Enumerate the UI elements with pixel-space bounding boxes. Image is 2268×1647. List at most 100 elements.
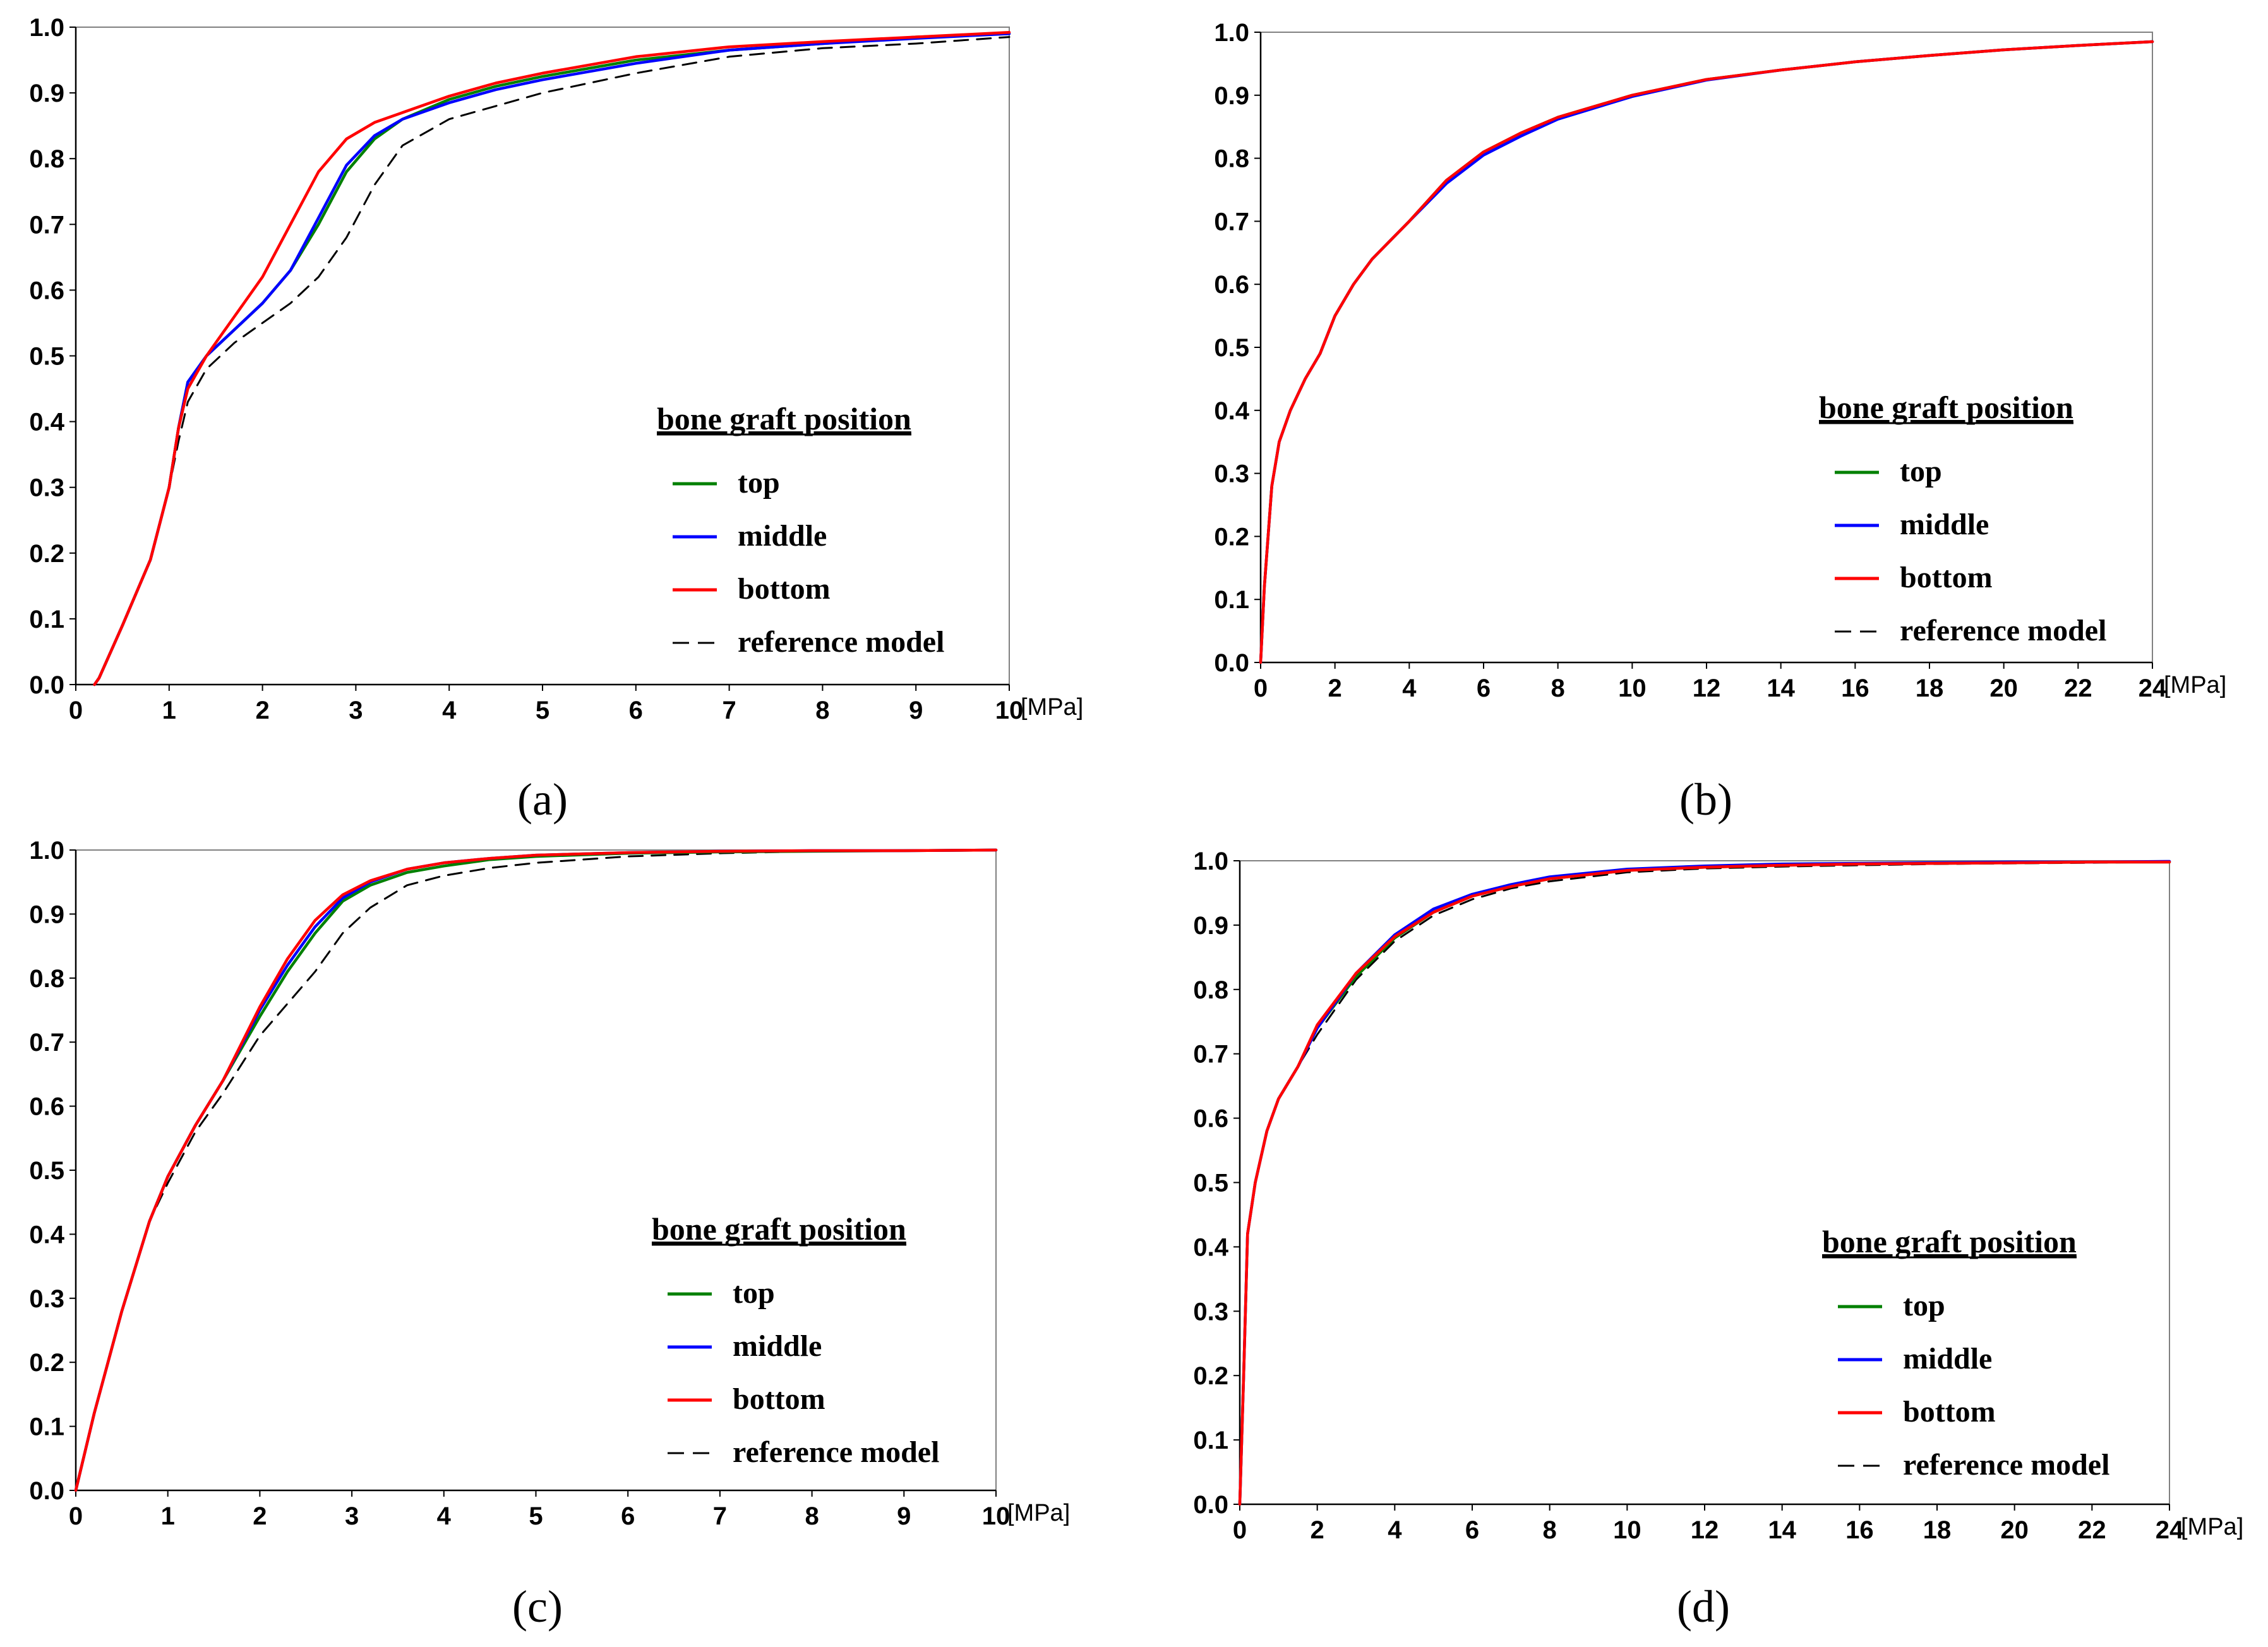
x-tick-label: 4 <box>437 1502 452 1530</box>
x-tick-label: 0 <box>1233 1516 1247 1544</box>
legend-label-middle: middle <box>738 519 827 553</box>
chart-panel-4: 0.00.10.20.30.40.50.60.70.80.91.00 2 4 6 8 10… <box>1193 847 2243 1632</box>
x-tick-label: 2 <box>255 697 269 724</box>
legend-label-reference-model: reference model <box>738 625 944 659</box>
y-tick-label: 0.7 <box>29 211 64 239</box>
x-tick-label: 0 <box>69 1502 83 1530</box>
y-tick-label: 0.5 <box>1193 1170 1228 1197</box>
y-tick-label: 0.0 <box>29 671 64 699</box>
x-tick-label: 8 <box>1551 674 1565 702</box>
y-tick-label: 0.8 <box>1193 976 1228 1004</box>
legend-label-top: top <box>1903 1289 1945 1322</box>
panel-caption: (a) <box>517 774 568 825</box>
legend-label-bottom: bottom <box>733 1382 825 1416</box>
x-tick-label: 22 <box>2064 674 2092 702</box>
legend: bone graft position top middle bottom refere… <box>1822 1224 2109 1482</box>
y-tick-label: 0.9 <box>29 80 64 107</box>
y-tick-label: 0.6 <box>1193 1105 1228 1133</box>
x-tick-label: 12 <box>1693 674 1721 702</box>
x-tick-label: 20 <box>1989 674 2018 702</box>
series-line-middle <box>1259 40 2154 664</box>
legend-title: bone graft position <box>1822 1224 2077 1259</box>
x-tick-label: 10 <box>982 1502 1011 1530</box>
x-tick-label: 2 <box>253 1502 267 1530</box>
legend-label-reference-model: reference model <box>733 1435 939 1469</box>
x-tick-label: 5 <box>529 1502 543 1530</box>
x-tick-label: 24 <box>2156 1516 2184 1544</box>
x-tick-label: 4 <box>1402 674 1417 702</box>
series-line-reference-model <box>1259 40 2154 664</box>
x-tick-label: 1 <box>161 1502 175 1530</box>
x-tick-label: 7 <box>713 1502 727 1530</box>
x-tick-label: 8 <box>805 1502 819 1530</box>
x-tick-label: 20 <box>2000 1516 2029 1544</box>
y-tick-label: 0.5 <box>29 1157 64 1185</box>
y-tick-label: 0.4 <box>1193 1233 1228 1261</box>
y-tick-label: 0.1 <box>1193 1427 1228 1454</box>
legend-label-bottom: bottom <box>1903 1395 1996 1428</box>
x-unit-label: [MPa] <box>2164 672 2226 698</box>
x-tick-label: 8 <box>1543 1516 1557 1544</box>
x-tick-label: 14 <box>1767 674 1795 702</box>
x-tick-label: 16 <box>1845 1516 1874 1544</box>
x-tick-label: 0 <box>1254 674 1268 702</box>
x-tick-label: 5 <box>536 697 549 724</box>
series-line-reference-model <box>75 849 997 1492</box>
legend-title: bone graft position <box>1819 390 2073 425</box>
series-line-middle <box>93 32 1011 686</box>
legend: bone graft position top middle bottom refere… <box>1819 390 2106 647</box>
y-tick-label: 0.8 <box>29 145 64 173</box>
series-line-top <box>1259 40 2154 664</box>
y-tick-label: 0.3 <box>29 474 64 502</box>
y-tick-label: 1.0 <box>1193 847 1228 875</box>
plot-frame <box>75 27 1010 685</box>
legend-label-top: top <box>733 1276 775 1310</box>
x-tick-label: 2 <box>1328 674 1342 702</box>
legend-label-reference-model: reference model <box>1903 1448 2109 1482</box>
y-tick-label: 0.0 <box>1193 1491 1228 1519</box>
panel-caption: (b) <box>1679 774 1732 825</box>
y-tick-label: 0.5 <box>29 343 64 371</box>
y-tick-label: 0.1 <box>29 1413 64 1441</box>
y-tick-label: 0.0 <box>1214 649 1249 677</box>
chart-panel-1: 0.0 0.1 0.2 0.3 0.4 0.5 0.6 0.7 0.8 0.9 1.0 0 1 2 3 4 5 6… <box>29 14 1083 825</box>
series-line-bottom <box>74 848 998 1492</box>
y-tick-label: 0.5 <box>1214 334 1249 362</box>
y-tick-label: 0.9 <box>1193 912 1228 940</box>
y-tick-label: 0.0 <box>29 1477 64 1505</box>
series-line-top <box>1238 860 2171 1506</box>
y-tick-label: 0.4 <box>1214 397 1249 425</box>
legend-label-top: top <box>1900 455 1942 488</box>
legend-title: bone graft position <box>652 1211 906 1247</box>
series-line-middle <box>74 848 998 1492</box>
y-tick-label: 0.4 <box>29 409 64 436</box>
y-tick-label: 1.0 <box>29 14 64 42</box>
x-tick-label: 3 <box>349 697 363 724</box>
y-tick-label: 0.3 <box>1193 1298 1228 1326</box>
y-tick-label: 0.7 <box>1193 1041 1228 1069</box>
y-tick-label: 0.7 <box>1214 208 1249 236</box>
panel-caption: (c) <box>512 1581 563 1632</box>
plot-frame <box>1260 32 2153 663</box>
y-tick-label: 0.6 <box>29 277 64 304</box>
y-tick-label: 0.9 <box>29 901 64 928</box>
legend-title: bone graft position <box>657 401 911 436</box>
x-tick-label: 3 <box>345 1502 359 1530</box>
x-tick-label: 14 <box>1768 1516 1796 1544</box>
chart-panel-3: 0.0 0.1 0.2 0.3 0.4 0.5 0.6 0.7 0.8 0.9 1.0 0 1 2 3 4 5 6… <box>29 837 1070 1632</box>
x-tick-label: 7 <box>722 697 736 724</box>
x-tick-label: 10 <box>995 697 1024 724</box>
series-line-top <box>93 32 1011 686</box>
legend-label-middle: middle <box>1900 508 1989 541</box>
y-tick-label: 0.3 <box>29 1285 64 1313</box>
y-tick-label: 0.6 <box>1214 271 1249 299</box>
series-line-top <box>74 848 998 1492</box>
legend-label-middle: middle <box>1903 1342 1992 1375</box>
series-line-bottom <box>93 31 1011 686</box>
y-tick-label: 0.7 <box>29 1029 64 1057</box>
y-tick-label: 1.0 <box>1214 19 1249 47</box>
legend: bone graft position top middle bottom refere… <box>652 1211 939 1469</box>
x-tick-label: 10 <box>1613 1516 1641 1544</box>
y-tick-label: 0.2 <box>29 540 64 568</box>
